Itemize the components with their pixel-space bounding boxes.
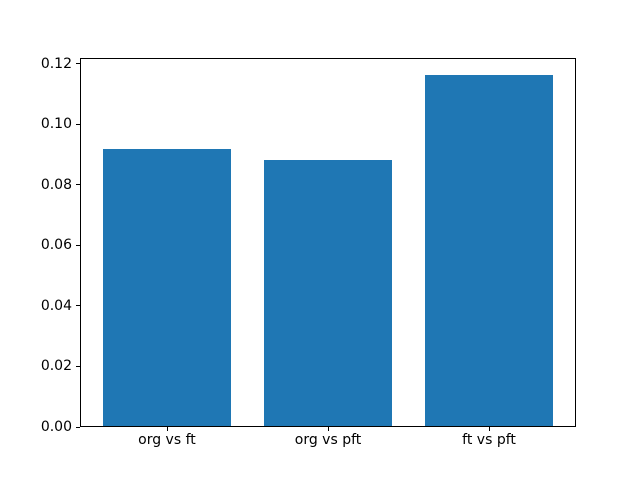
y-tick-mark (76, 184, 80, 186)
y-tick-label: 0.10 (40, 116, 72, 133)
y-tick-mark (76, 63, 80, 65)
y-tick-mark (76, 426, 80, 428)
x-tick-mark (328, 427, 329, 431)
bar-ft-vs-pft (424, 75, 554, 426)
y-tick-mark (76, 123, 80, 125)
x-tick-mark (489, 427, 491, 431)
x-tick-label-org-vs-ft: org vs ft (138, 432, 196, 448)
y-tick-label: 0.12 (40, 55, 72, 72)
y-tick-label: 0.04 (40, 297, 72, 314)
y-tick-label: 0.02 (40, 358, 72, 375)
bar-org-vs-pft (263, 160, 393, 426)
y-tick-label: 0.06 (40, 237, 72, 254)
bar-org-vs-ft (102, 149, 232, 426)
plot-area (80, 58, 576, 427)
y-tick-mark (76, 305, 80, 307)
y-tick-label: 0.08 (40, 176, 72, 193)
y-tick-mark (76, 365, 80, 367)
x-tick-label-ft-vs-pft: ft vs pft (462, 432, 516, 448)
y-tick-mark (76, 244, 80, 246)
x-tick-label-org-vs-pft: org vs pft (294, 432, 362, 448)
x-tick-mark (166, 427, 168, 431)
y-tick-label: 0.00 (40, 419, 72, 435)
